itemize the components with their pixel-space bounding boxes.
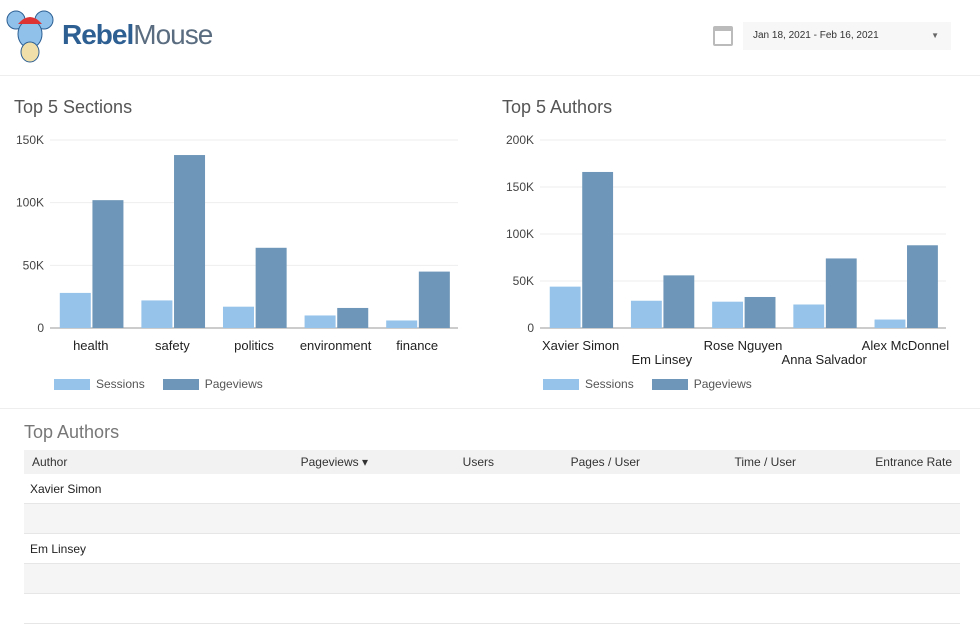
legend-sessions[interactable]: Sessions xyxy=(543,377,634,391)
y-tick-label: 150K xyxy=(506,180,534,194)
bar-pageviews xyxy=(582,171,614,328)
x-tick-label: environment xyxy=(300,338,372,353)
table-row[interactable]: Em Linsey xyxy=(24,533,960,564)
bar-sessions xyxy=(386,320,418,328)
bar-sessions xyxy=(222,306,254,328)
author-cell xyxy=(24,563,960,594)
author-cell: Em Linsey xyxy=(24,533,960,564)
author-cell xyxy=(24,593,960,624)
mouse-mascot-icon xyxy=(6,10,54,63)
legend-pageviews[interactable]: Pageviews xyxy=(162,377,263,391)
bar-pageviews xyxy=(174,155,206,328)
bar-sessions xyxy=(59,292,91,328)
col-author[interactable]: Author xyxy=(24,450,220,474)
y-tick-label: 200K xyxy=(506,133,534,147)
bar-pageviews xyxy=(825,258,857,328)
date-range-text: Jan 18, 2021 - Feb 16, 2021 xyxy=(753,30,879,41)
col-pages-per-user[interactable]: Pages / User xyxy=(502,450,648,474)
y-tick-label: 150K xyxy=(16,133,44,147)
divider xyxy=(0,408,980,409)
x-tick-label: Rose Nguyen xyxy=(704,338,783,353)
bar-pageviews xyxy=(92,200,124,328)
legend-label: Pageviews xyxy=(693,377,752,391)
table-row[interactable] xyxy=(24,593,960,624)
x-tick-label: Xavier Simon xyxy=(542,338,619,353)
col-time-per-user[interactable]: Time / User xyxy=(648,450,804,474)
sections-chart: 0 50K 100K 150K health safety politics environm… xyxy=(16,133,458,353)
bar-sessions xyxy=(793,304,825,328)
top-authors-table: Author Pageviews ▾ Users Pages / User Ti… xyxy=(24,450,960,624)
table-row[interactable] xyxy=(24,563,960,594)
legend-sessions[interactable]: Sessions xyxy=(54,377,145,391)
bar-sessions xyxy=(549,286,581,328)
col-pageviews[interactable]: Pageviews ▾ xyxy=(220,450,376,474)
x-tick-label: Anna Salvador xyxy=(782,352,868,367)
bar-sessions xyxy=(141,300,173,328)
authors-chart: 0 50K 100K 150K 200K Xavier Simon Em Linsey Ros… xyxy=(506,133,950,367)
col-entrance-rate[interactable]: Entrance Rate xyxy=(804,450,960,474)
date-range-picker[interactable]: Jan 18, 2021 - Feb 16, 2021 ▼ xyxy=(743,22,951,50)
bar-pageviews xyxy=(663,275,695,328)
author-cell: Xavier Simon xyxy=(24,474,960,504)
bar-sessions xyxy=(712,301,743,328)
x-tick-label: safety xyxy=(155,338,190,353)
legend-label: Sessions xyxy=(585,377,634,391)
table-row[interactable] xyxy=(24,503,960,534)
x-tick-label: politics xyxy=(234,338,274,353)
legend-label: Pageviews xyxy=(204,377,263,391)
brand-name: RebelMouse xyxy=(62,19,213,51)
x-tick-label: Em Linsey xyxy=(631,352,692,367)
bar-sessions xyxy=(630,300,662,328)
chart-title-sections: Top 5 Sections xyxy=(14,97,133,117)
bar-pageviews xyxy=(255,247,287,328)
legend-label: Sessions xyxy=(96,377,145,391)
bar-sessions xyxy=(874,319,906,328)
x-tick-label: finance xyxy=(396,338,438,353)
legend-pageviews[interactable]: Pageviews xyxy=(651,377,752,391)
sections-legend: Sessions Pageviews xyxy=(54,377,263,391)
chevron-down-icon: ▼ xyxy=(931,31,939,40)
bar-pageviews xyxy=(744,296,776,328)
bar-pageviews xyxy=(337,307,369,328)
y-tick-label: 100K xyxy=(506,227,534,241)
col-users[interactable]: Users xyxy=(376,450,502,474)
y-tick-label: 0 xyxy=(527,321,534,335)
table-row[interactable]: Xavier Simon xyxy=(24,474,960,504)
rebelmouse-logo[interactable]: RebelMouse xyxy=(6,6,213,64)
author-cell xyxy=(24,503,960,534)
y-tick-label: 50K xyxy=(513,274,534,288)
brand-bold: Rebel xyxy=(62,19,134,50)
brand-light: Mouse xyxy=(133,19,213,50)
table-title: Top Authors xyxy=(24,422,120,442)
bar-pageviews xyxy=(418,271,450,328)
authors-legend: Sessions Pageviews xyxy=(543,377,752,391)
header: RebelMouse Jan 18, 2021 - Feb 16, 2021 ▼ xyxy=(0,0,980,76)
chart-title-authors: Top 5 Authors xyxy=(502,97,613,117)
y-tick-label: 50K xyxy=(23,258,44,272)
y-tick-label: 0 xyxy=(37,321,44,335)
calendar-icon[interactable] xyxy=(713,26,733,46)
x-tick-label: health xyxy=(73,338,108,353)
bar-sessions xyxy=(304,315,336,328)
bar-pageviews xyxy=(907,245,938,328)
y-tick-label: 100K xyxy=(16,196,44,210)
x-tick-label: Alex McDonnel xyxy=(862,338,950,353)
